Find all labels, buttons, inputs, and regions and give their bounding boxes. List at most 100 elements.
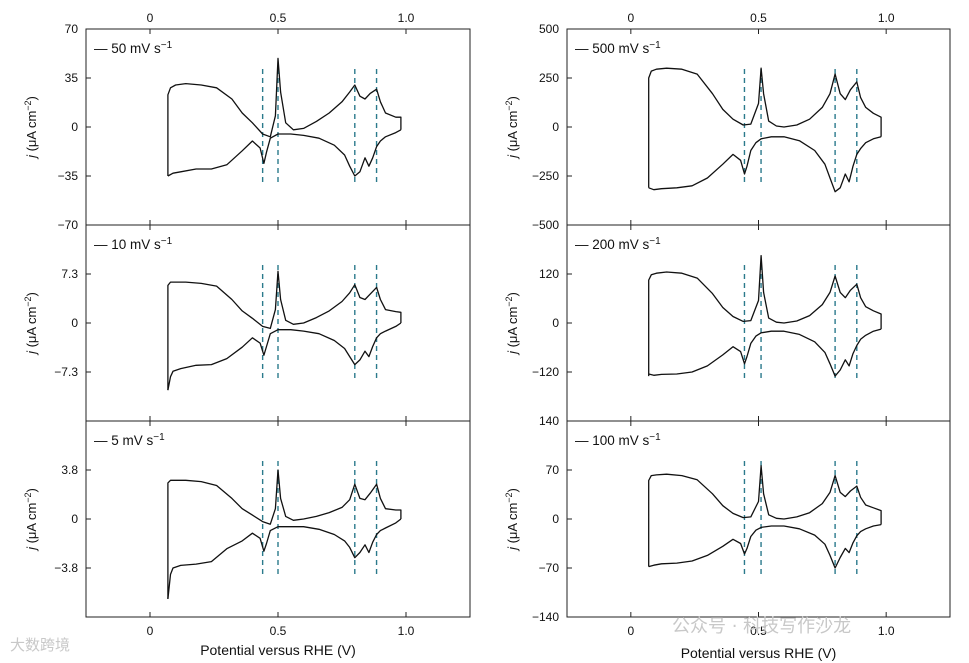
panel-right-0: 500 250 0 −250 −500 0 0.5 1.0 — 500 mV s−1 j (μA … (504, 11, 951, 232)
legend-dash: — (94, 433, 111, 448)
y-axis-label: j (μA cm−2) (504, 292, 520, 356)
panel-frame (566, 420, 951, 618)
panel-left-1: 7.3 0 −7.3 — 10 mV s−1 j (μA cm−2) (23, 224, 471, 422)
legend-sup: −1 (161, 40, 173, 51)
cv-curve-anodic (167, 469, 402, 599)
legend-label: — 10 mV s−1 (94, 236, 173, 252)
y-axis-unit-sup: −2 (504, 492, 514, 502)
y-axis-unit: (μA cm (505, 307, 520, 348)
panel-right-1: 120 0 −120 — 200 mV s−1 j (μA cm−2) (504, 224, 951, 422)
panel-frame (566, 224, 951, 422)
panel-left-0: 70 35 0 −35 −70 0 0.5 1.0 — 50 mV s−1 j (μA cm−2) (23, 11, 471, 232)
bottom-x-tick-label: 1.0 (398, 624, 415, 638)
watermark-left: 大数跨境 (10, 636, 70, 654)
y-axis-label: j (μA cm−2) (23, 292, 39, 356)
y-tick-label: −250 (532, 169, 559, 183)
cv-curve-anodic (648, 67, 882, 188)
y-tick-label: 3.8 (61, 463, 78, 477)
y-axis-symbol: j (505, 543, 520, 552)
legend-sup: −1 (649, 40, 661, 51)
x-axis-label-right: Potential versus RHE (V) (681, 645, 837, 661)
legend-dash: — (94, 41, 111, 56)
legend-sup: −1 (161, 236, 173, 247)
y-tick-label: 0 (71, 512, 78, 526)
y-axis-symbol: j (505, 347, 520, 356)
legend-label: — 50 mV s−1 (94, 40, 173, 56)
legend-rate: 100 mV s (592, 433, 649, 448)
y-tick-label: −70 (539, 561, 560, 575)
top-x-tick-label: 0 (147, 11, 154, 25)
y-axis-unit-close: ) (24, 96, 39, 100)
y-tick-label: 7.3 (61, 267, 78, 281)
y-axis-symbol: j (24, 151, 39, 160)
y-tick-label: 0 (71, 120, 78, 134)
bottom-x-tick-label: 1.0 (878, 624, 895, 638)
y-axis-unit: (μA cm (505, 111, 520, 152)
y-tick-label: 0 (552, 120, 559, 134)
panel-left-2: 3.8 0 −3.8 0 0.5 1.0 — 5 mV s−1 j (μA cm−2) (23, 420, 471, 638)
cv-curve-anodic (648, 254, 882, 377)
y-tick-label: 35 (65, 71, 79, 85)
y-axis-unit-sup: −2 (23, 296, 33, 306)
y-axis-unit: (μA cm (24, 111, 39, 152)
watermark-right: 公众号 · 科技写作沙龙 (672, 616, 851, 637)
panel-right-2: 140 70 0 −70 −140 0 0.5 1.0 — 100 mV s−1 j (μA cm… (504, 414, 951, 638)
legend-rate: 500 mV s (592, 41, 649, 56)
top-x-tick-label: 0 (627, 11, 634, 25)
y-axis-unit-sup: −2 (23, 100, 33, 110)
y-axis-symbol: j (24, 347, 39, 356)
x-axis-label-left: Potential versus RHE (V) (200, 642, 356, 658)
y-tick-label: 500 (539, 22, 559, 36)
legend-sup: −1 (649, 432, 661, 443)
cv-curve-cathodic (167, 322, 402, 391)
y-axis-unit: (μA cm (24, 503, 39, 544)
cv-curve-cathodic (648, 136, 882, 193)
top-x-tick-label: 0.5 (270, 11, 287, 25)
cv-curve-anodic (167, 270, 402, 391)
y-axis-unit-close: ) (24, 292, 39, 296)
legend-rate: 5 mV s (111, 433, 153, 448)
y-axis-unit: (μA cm (24, 307, 39, 348)
legend-label: — 5 mV s−1 (94, 432, 165, 448)
legend-sup: −1 (649, 236, 661, 247)
y-tick-label: −7.3 (54, 365, 78, 379)
legend-rate: 10 mV s (111, 237, 161, 252)
cv-curve-cathodic (648, 328, 882, 377)
y-axis-label: j (μA cm−2) (504, 488, 520, 552)
top-x-tick-label: 1.0 (878, 11, 895, 25)
top-x-tick-label: 0.5 (750, 11, 767, 25)
y-tick-label: 0 (71, 316, 78, 330)
y-axis-symbol: j (505, 151, 520, 160)
bottom-x-tick-label: 0.5 (270, 624, 287, 638)
y-axis-unit-sup: −2 (504, 296, 514, 306)
y-tick-label: −140 (532, 610, 559, 624)
y-tick-label: −120 (532, 365, 559, 379)
y-tick-label: 70 (65, 22, 79, 36)
y-tick-label: −35 (58, 169, 79, 183)
y-axis-label: j (μA cm−2) (504, 96, 520, 160)
legend-dash: — (575, 237, 592, 252)
y-tick-label: −3.8 (54, 561, 78, 575)
panel-frame (566, 28, 951, 226)
top-x-tick-label: 1.0 (398, 11, 415, 25)
legend-label: — 200 mV s−1 (575, 236, 661, 252)
legend-label: — 100 mV s−1 (575, 432, 661, 448)
bottom-x-tick-label: 0 (627, 624, 634, 638)
legend-dash: — (94, 237, 111, 252)
y-axis-unit: (μA cm (505, 503, 520, 544)
y-tick-label: 140 (539, 414, 559, 428)
legend-label: — 500 mV s−1 (575, 40, 661, 56)
y-axis-symbol: j (24, 543, 39, 552)
cv-curve-anodic (648, 465, 882, 567)
legend-rate: 200 mV s (592, 237, 649, 252)
y-axis-unit-close: ) (24, 488, 39, 492)
y-axis-label: j (μA cm−2) (23, 96, 39, 160)
y-axis-unit-sup: −2 (504, 100, 514, 110)
y-tick-label: 70 (546, 463, 560, 477)
legend-sup: −1 (153, 432, 165, 443)
cv-curve-cathodic (167, 518, 402, 599)
y-axis-unit-close: ) (505, 292, 520, 296)
y-tick-label: 120 (539, 267, 559, 281)
bottom-x-tick-label: 0.5 (750, 624, 767, 638)
